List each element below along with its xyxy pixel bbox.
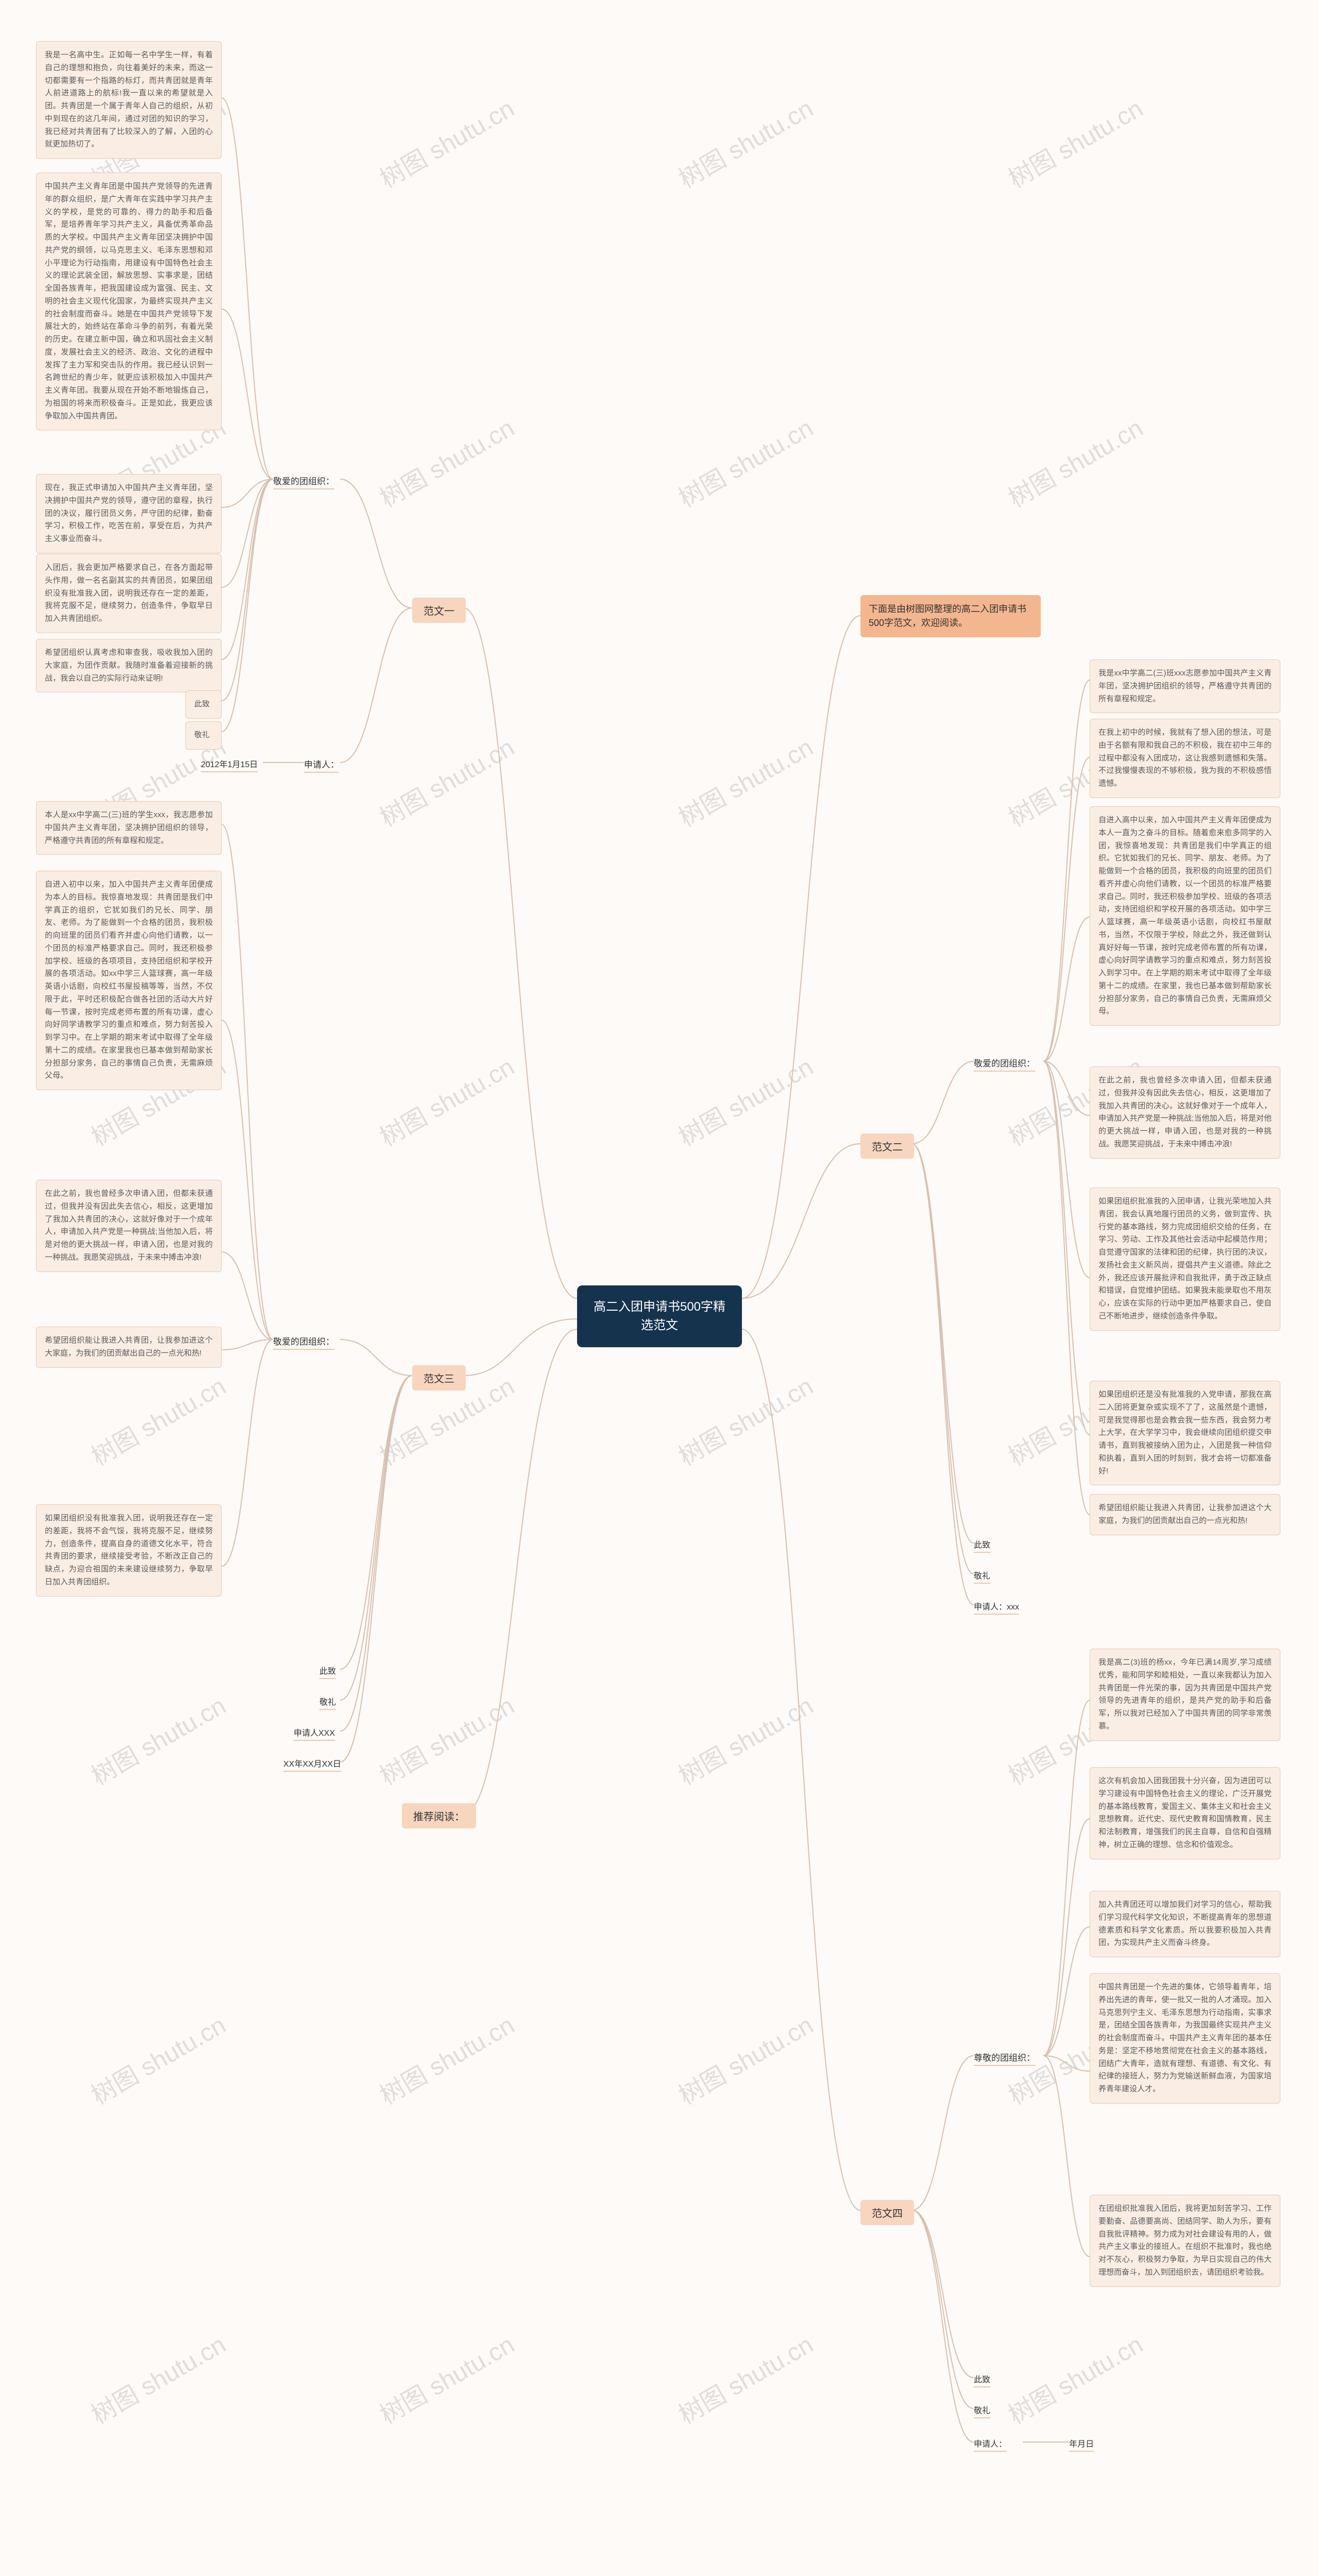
s3-para-1: 自进入初中以来，加入中国共产主义青年团便成为本人的目标。我惊喜地发现：共青团是我… bbox=[36, 871, 222, 1090]
s1-salutation: 敬爱的团组织： bbox=[273, 474, 334, 489]
s2-para-7: 希望团组织能让我进入共青团，让我参加进这个大家庭，为我们的团贡献出自己的一点光和… bbox=[1090, 1494, 1280, 1535]
s1-para-5: 希望团组织认真考虑和审查我，吸收我加入团的大家庭，为团作贡献。我随时准备着迎接新… bbox=[36, 639, 222, 692]
watermark: 树图 shutu.cn bbox=[83, 1686, 231, 1792]
watermark: 树图 shutu.cn bbox=[671, 2005, 819, 2111]
s2-para-2: 在我上初中的时候，我就有了想入团的想法，可是由于名额有限和我自己的不积极，我在初… bbox=[1090, 719, 1280, 798]
section-1: 范文一 bbox=[412, 598, 466, 623]
s3-applicant: 申请人XXX bbox=[294, 1726, 335, 1741]
watermark: 树图 shutu.cn bbox=[671, 727, 819, 834]
watermark: 树图 shutu.cn bbox=[1001, 408, 1148, 514]
s4-date: 年月日 bbox=[1069, 2437, 1094, 2452]
center-title: 高二入团申请书500字精 选范文 bbox=[577, 1285, 742, 1347]
watermark: 树图 shutu.cn bbox=[372, 408, 520, 514]
s2-para-5: 如果团组织批准我的入团申请，让我光荣地加入共青团，我会认真地履行团员的义务，做到… bbox=[1090, 1188, 1280, 1331]
section-4: 范文四 bbox=[860, 2200, 914, 2225]
s3-para-3: 希望团组织能让我进入共青团，让我参加进这个大家庭，为我们的团贡献出自己的一点光和… bbox=[36, 1327, 222, 1368]
watermark: 树图 shutu.cn bbox=[671, 89, 819, 195]
s4-para-5: 在团组织批准我入团后，我将更加刻苦学习、工作要勤奋、品德要高尚、团结同学、助人为… bbox=[1090, 2195, 1280, 2287]
s4-cizhi: 此致 bbox=[974, 2372, 990, 2387]
section-3: 范文三 bbox=[412, 1365, 466, 1391]
watermark: 树图 shutu.cn bbox=[671, 1686, 819, 1792]
watermark: 树图 shutu.cn bbox=[372, 1047, 520, 1153]
s1-para-4: 入团后，我会更加严格要求自己，在各方面起带头作用，做一名名副其实的共青团员，如果… bbox=[36, 554, 222, 633]
watermark: 树图 shutu.cn bbox=[1001, 89, 1148, 195]
watermark: 树图 shutu.cn bbox=[372, 2005, 520, 2111]
watermark: 树图 shutu.cn bbox=[83, 1366, 231, 1472]
s1-para-3: 现在，我正式申请加入中国共产主义青年团，坚决拥护中国共产党的领导，遵守团的章程，… bbox=[36, 474, 222, 553]
s4-salutation: 尊敬的团组织： bbox=[974, 2050, 1035, 2066]
watermark: 树图 shutu.cn bbox=[671, 1366, 819, 1472]
s2-para-6: 如果团组织还是没有批准我的入党申请，那我在高二入团将更复杂或实现不了了，这虽然是… bbox=[1090, 1381, 1280, 1485]
s1-para-6: 此致 bbox=[185, 690, 222, 719]
s4-jingli: 敬礼 bbox=[974, 2403, 990, 2418]
s3-para-0: 本人是xx中学高二(三)班的学生xxx，我志愿参加中国共产主义青年团，坚决拥护团… bbox=[36, 801, 222, 855]
s1-applicant: 申请人： bbox=[304, 757, 339, 773]
s2-salutation: 敬爱的团组织： bbox=[974, 1056, 1035, 1072]
s3-para-2: 在此之前，我也曾经多次申请入团，但都未获通过，但我并没有因此失去信心，相反，这更… bbox=[36, 1180, 222, 1272]
s4-para-2: 这次有机会加入团我团我十分兴奋，因为进团可以学习建设有中国特色社会主义的理论，广… bbox=[1090, 1767, 1280, 1859]
s2-para-3: 自进入高中以来，加入中国共产主义青年团便成为本人一直为之奋斗的目标。随着愈来愈多… bbox=[1090, 806, 1280, 1026]
s1-para-2: 中国共产主义青年团是中国共产党领导的先进青年的群众组织，是广大青年在实践中学习共… bbox=[36, 173, 222, 430]
s2-jingli: 敬礼 bbox=[974, 1569, 990, 1584]
s1-para-7: 敬礼 bbox=[185, 721, 222, 750]
s2-applicant: 申请人：xxx bbox=[974, 1600, 1019, 1615]
s1-date: 2012年1月15日 bbox=[201, 757, 258, 772]
s3-jingli: 敬礼 bbox=[319, 1695, 336, 1710]
s4-para-4: 中国共青团是一个先进的集体，它领导着青年，培养出先进的青年，使一批又一批的人才涌… bbox=[1090, 1973, 1280, 2104]
watermark: 树图 shutu.cn bbox=[372, 2325, 520, 2431]
s2-para-1: 我是xx中学高二(三)班xxx志愿参加中国共产主义青年团，坚决拥护团组织的领导，… bbox=[1090, 659, 1280, 713]
section-2: 范文二 bbox=[860, 1133, 914, 1159]
intro-text: 下面是由树图网整理的高二入团申请书500字范文，欢迎阅读。 bbox=[860, 595, 1041, 637]
watermark: 树图 shutu.cn bbox=[671, 2325, 819, 2431]
watermark: 树图 shutu.cn bbox=[372, 1686, 520, 1792]
watermark: 树图 shutu.cn bbox=[671, 408, 819, 514]
s2-para-4: 在此之前，我也曾经多次申请入团，但都未获通过，但我并没有因此失去信心，相反，这更… bbox=[1090, 1066, 1280, 1159]
watermark: 树图 shutu.cn bbox=[83, 2325, 231, 2431]
s1-para-1: 我是一名高中生。正如每一名中学生一样，有着自己的理想和抱负，向往着美好的未来，而… bbox=[36, 41, 222, 159]
watermark: 树图 shutu.cn bbox=[83, 2005, 231, 2111]
s3-cizhi: 此致 bbox=[319, 1664, 336, 1679]
watermark: 树图 shutu.cn bbox=[372, 727, 520, 834]
s4-applicant: 申请人： bbox=[974, 2437, 1007, 2452]
s4-para-1: 我是高二(3)班的杨xx，今年已满14周岁,学习成绩优秀，能和同学和睦相处，一直… bbox=[1090, 1649, 1280, 1741]
s2-cizhi: 此致 bbox=[974, 1538, 990, 1553]
s4-para-3: 加入共青团还可以增加我们对学习的信心，帮助我们学习现代科学文化知识，不断提高青年… bbox=[1090, 1891, 1280, 1957]
watermark: 树图 shutu.cn bbox=[372, 89, 520, 195]
watermark: 树图 shutu.cn bbox=[671, 1047, 819, 1153]
s3-date: XX年XX月XX日 bbox=[283, 1757, 341, 1772]
s3-salutation: 敬爱的团组织： bbox=[273, 1334, 334, 1350]
watermark: 树图 shutu.cn bbox=[1001, 2325, 1148, 2431]
section-rec: 推荐阅读： bbox=[402, 1803, 476, 1828]
s3-para-4: 如果团组织没有批准我入团，说明我还存在一定的差距，我将不会气馁，我将克服不足，继… bbox=[36, 1504, 222, 1597]
